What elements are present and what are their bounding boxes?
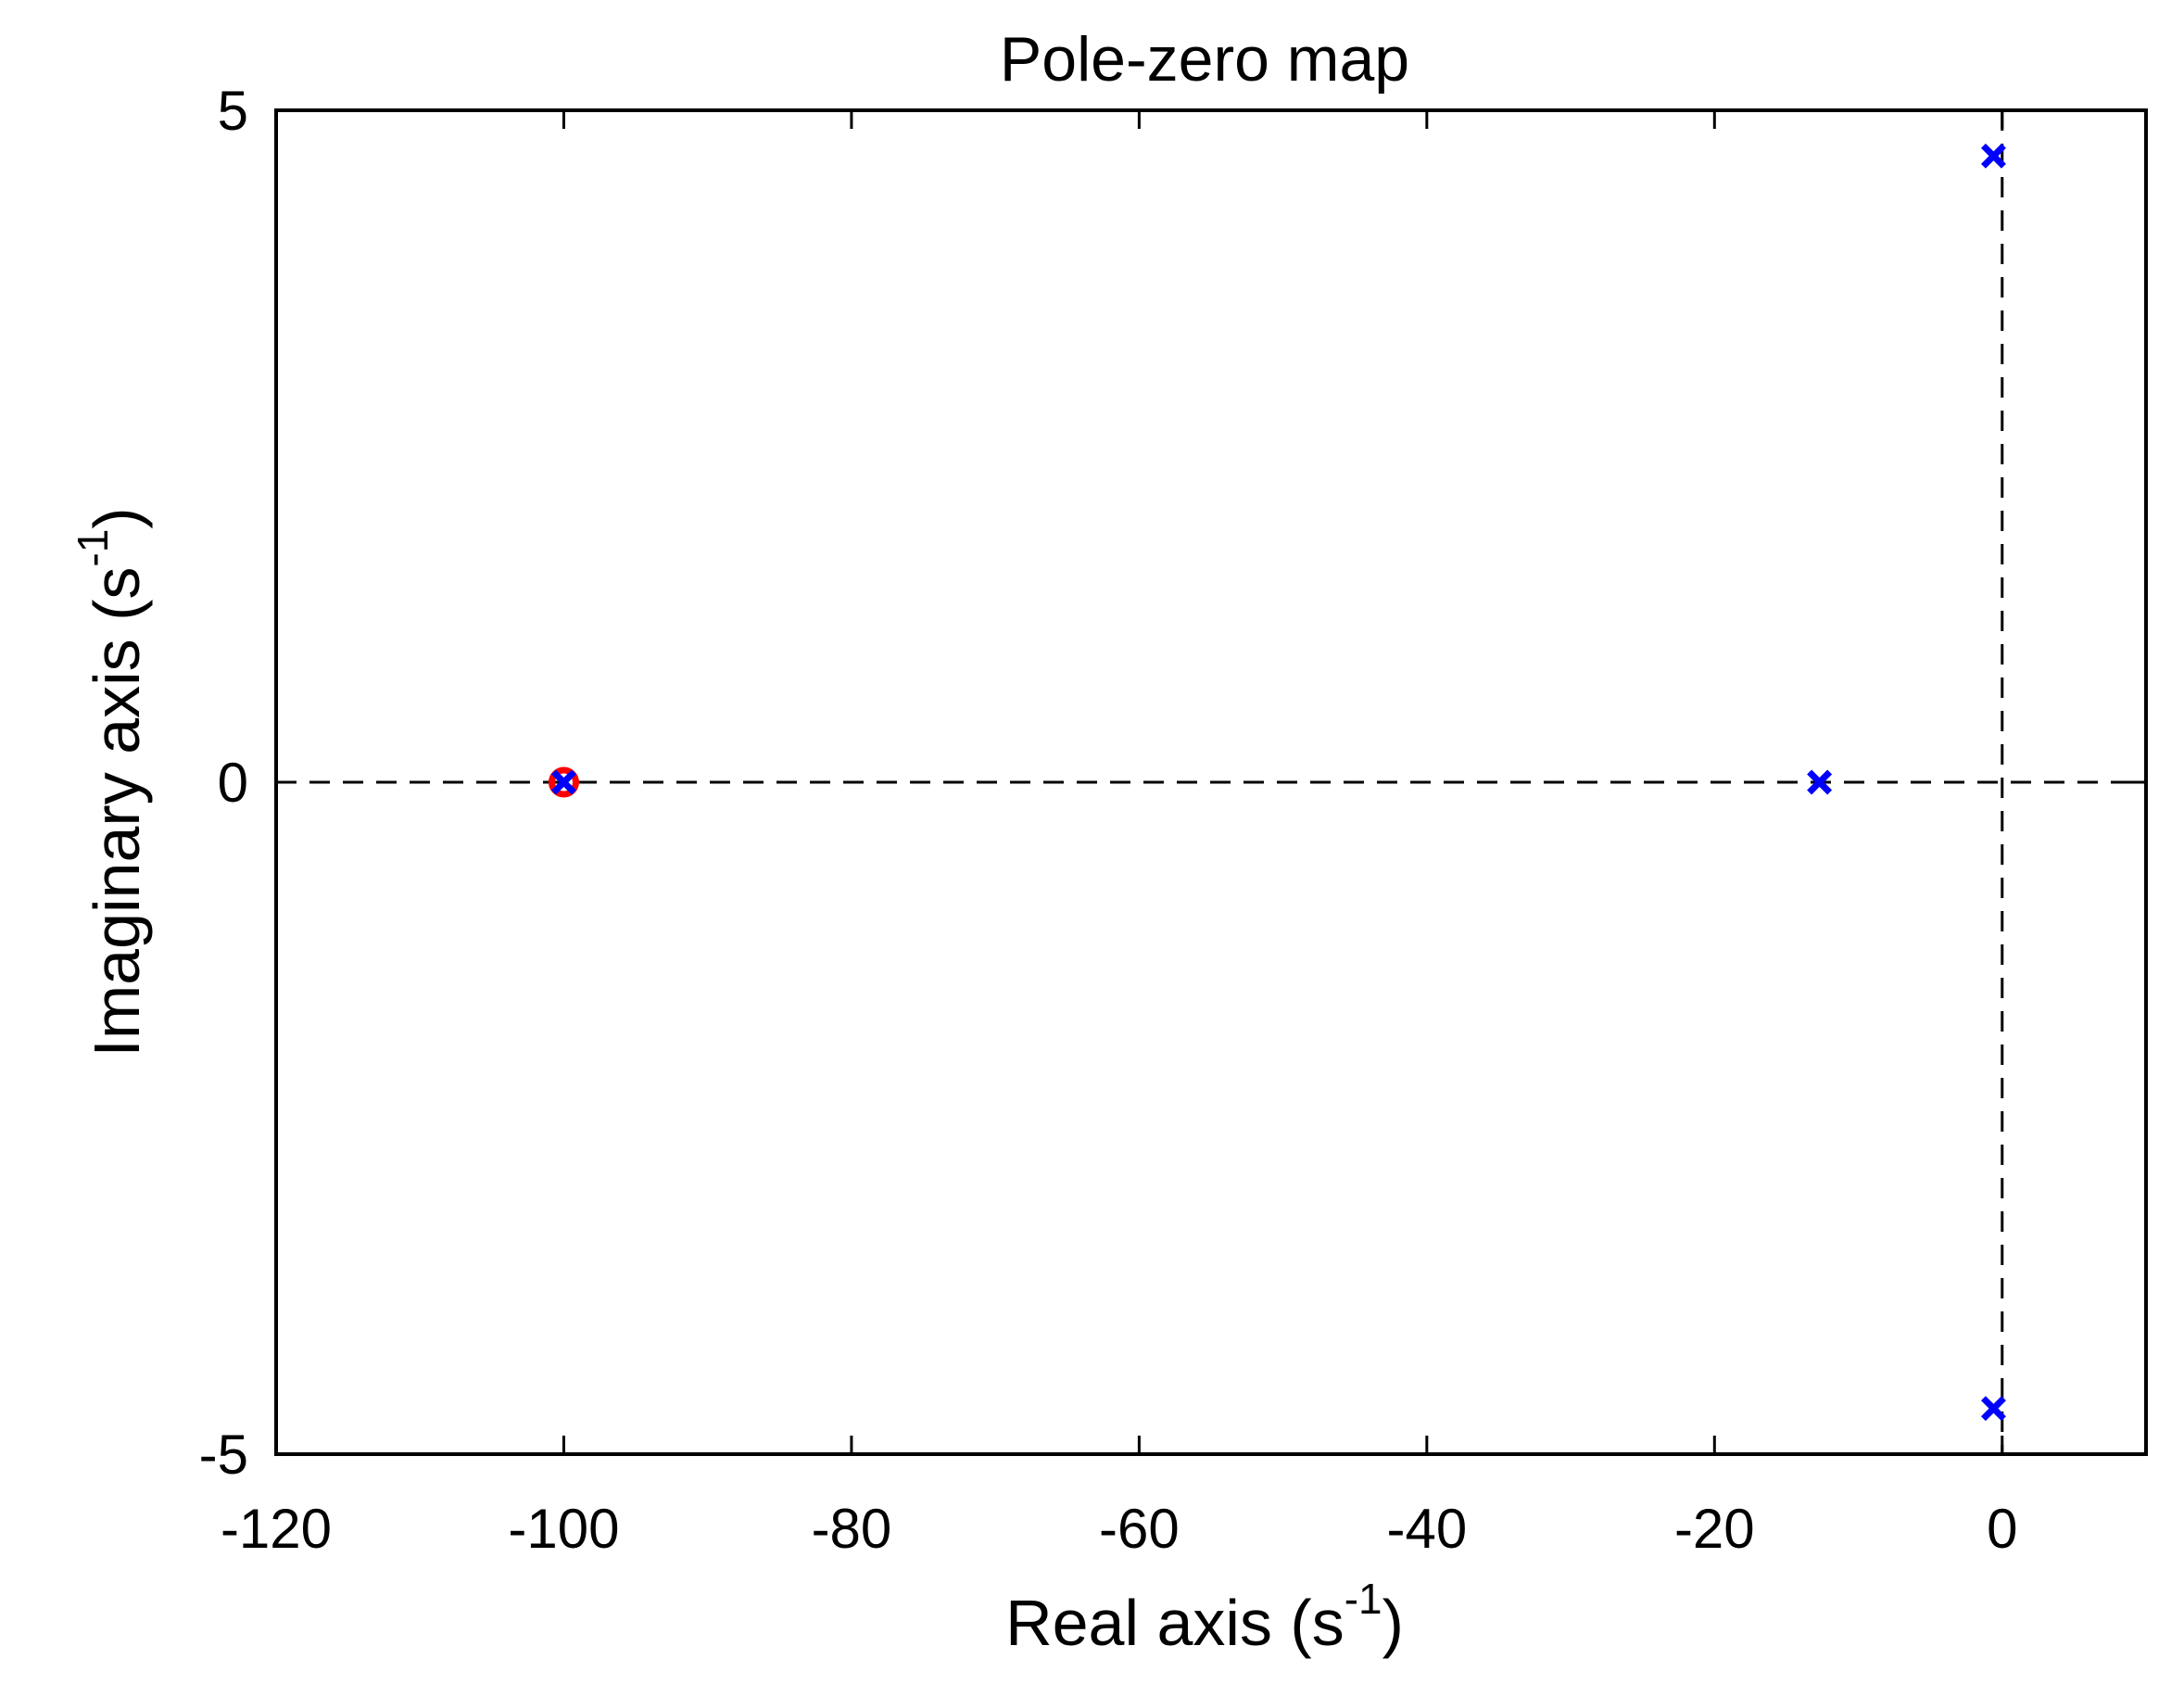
- x-tick-label: -80: [812, 1498, 892, 1560]
- x-tick-label: -40: [1386, 1498, 1467, 1560]
- y-axis-label: Imaginary axis (s-1): [69, 507, 153, 1057]
- x-tick-label: -20: [1674, 1498, 1755, 1560]
- x-tick-label: -120: [221, 1498, 332, 1560]
- x-tick-label: -60: [1099, 1498, 1180, 1560]
- data-markers: [548, 143, 2006, 1422]
- y-tick-label: 0: [218, 752, 248, 814]
- x-tick-label: 0: [1987, 1498, 2017, 1560]
- y-tick-labels: -5 0 5: [199, 80, 248, 1486]
- pole-marker: [1980, 1396, 2006, 1422]
- pole-marker: [1980, 143, 2006, 169]
- y-tick-label: -5: [199, 1424, 248, 1486]
- x-axis-label: Real axis (s-1): [1005, 1575, 1404, 1659]
- axis-ticks: [274, 108, 2146, 1456]
- y-tick-label: 5: [218, 80, 248, 142]
- zero-marker: [548, 766, 579, 798]
- pole-marker: [1807, 769, 1833, 795]
- x-tick-label: -100: [508, 1498, 619, 1560]
- chart-title: Pole-zero map: [1000, 24, 1409, 95]
- reference-lines: [276, 110, 2146, 1454]
- x-tick-labels: -120 -100 -80 -60 -40 -20 0: [221, 1498, 2018, 1560]
- pole-marker: [550, 769, 576, 795]
